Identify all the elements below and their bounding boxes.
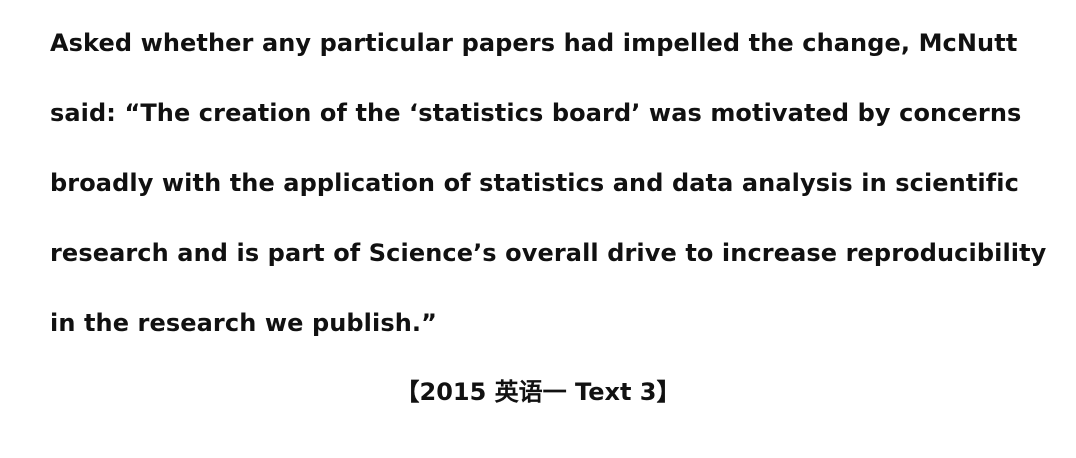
source-citation: 【2015 英语一 Text 3】: [395, 378, 681, 406]
quote-line-4: research and is part of Science’s overal…: [50, 239, 1047, 267]
quote-line-2: said: “The creation of the ‘statistics b…: [50, 99, 1022, 127]
quote-line-1: Asked whether any particular papers had …: [50, 29, 1018, 57]
quote-line-3: broadly with the application of statisti…: [50, 169, 1019, 197]
quote-line-5: in the research we publish.”: [50, 309, 437, 337]
